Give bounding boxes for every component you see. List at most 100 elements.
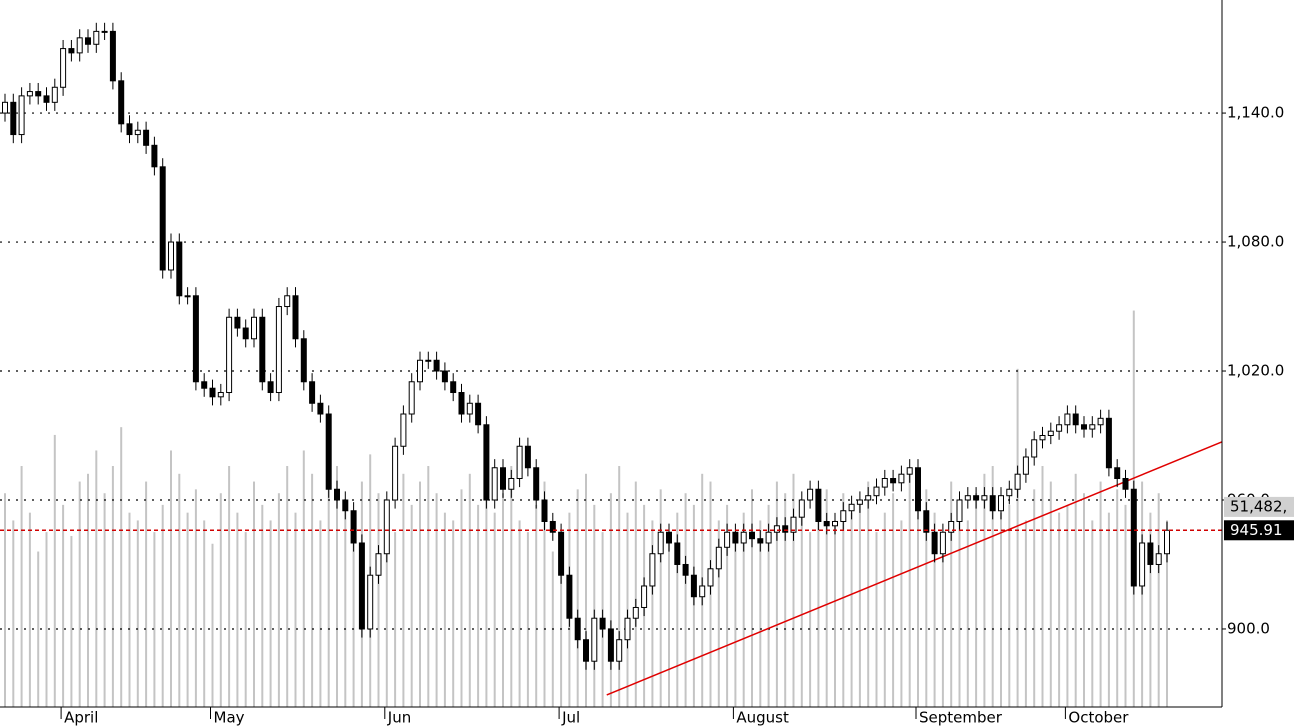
last-price-label: 945.91 <box>1230 521 1283 539</box>
candle-body <box>367 574 374 630</box>
candle-body <box>873 486 880 497</box>
volume-bar <box>659 489 662 707</box>
candle-body <box>1064 413 1071 426</box>
candle-body <box>1105 417 1112 469</box>
candle-body <box>267 381 274 394</box>
volume-bar <box>518 520 521 707</box>
candle-body <box>234 316 241 329</box>
volume-bar <box>593 504 596 707</box>
volume-bar <box>460 489 463 707</box>
volume-bar <box>352 532 355 707</box>
candle-body <box>450 381 457 394</box>
candle-body <box>151 144 158 168</box>
candle-body <box>217 392 224 398</box>
volume-bar <box>883 512 886 707</box>
volume-bar <box>1008 504 1011 707</box>
candle-body <box>558 531 565 576</box>
candle-body <box>699 585 706 598</box>
volume-bar <box>950 481 953 707</box>
candle-body <box>68 48 75 54</box>
candle-body <box>1006 488 1013 497</box>
candle-body <box>1022 456 1029 475</box>
volume-bar <box>775 481 778 707</box>
candle-body <box>226 316 233 394</box>
y-tick-label: 1,020.0 <box>1227 362 1284 380</box>
candle-body <box>126 123 133 136</box>
candle-body <box>375 553 382 576</box>
candle-body <box>1114 467 1121 479</box>
volume-bar <box>103 493 106 707</box>
volume-bar <box>717 520 720 707</box>
candle-body <box>549 520 556 533</box>
candle-body <box>848 503 855 512</box>
candle-body <box>1130 488 1137 587</box>
volume-bar <box>917 504 919 707</box>
volume-bar <box>900 520 903 707</box>
volume-bar <box>37 551 40 707</box>
candle-body <box>1147 542 1154 565</box>
volume-bar <box>1107 512 1110 707</box>
volume-bar <box>136 520 139 707</box>
candle-body <box>566 574 573 619</box>
volume-bar <box>651 520 654 707</box>
volume-bar <box>676 512 679 707</box>
volume-bar <box>825 489 828 707</box>
candle-body <box>1089 424 1096 430</box>
volume-bar <box>186 512 189 707</box>
volume-bar <box>377 493 380 707</box>
volume-bar <box>443 512 446 707</box>
candle-body <box>201 381 208 389</box>
volume-bar <box>792 473 795 707</box>
candle-body <box>616 639 623 662</box>
volume-bar <box>850 512 853 707</box>
candle-body <box>358 542 365 630</box>
candle-body <box>782 525 789 533</box>
candle-body <box>840 510 847 522</box>
volume-bar <box>45 532 48 707</box>
candle-body <box>607 628 614 662</box>
volume-bar <box>892 493 895 707</box>
candle-body <box>956 499 963 522</box>
candle-body <box>931 531 938 555</box>
volume-bar <box>319 520 322 707</box>
candle-body <box>865 495 872 501</box>
volume-bar <box>908 473 911 707</box>
candle-body <box>973 495 980 501</box>
volume-bar <box>203 520 206 707</box>
candle-body <box>1081 424 1087 430</box>
candle-body <box>790 516 797 533</box>
volume-bar <box>975 493 978 707</box>
candle-body <box>109 30 116 82</box>
candle-body <box>682 563 689 576</box>
volume-bar <box>526 532 529 707</box>
candle-body <box>724 531 731 548</box>
volume-bar <box>311 473 314 707</box>
candle-body <box>350 510 357 544</box>
candle-body <box>491 467 498 501</box>
candle-body <box>906 467 913 475</box>
candle-body <box>143 129 150 146</box>
candle-body <box>76 37 83 54</box>
volume-bar <box>228 466 231 707</box>
candle-body <box>342 499 349 512</box>
candle-body <box>624 617 631 641</box>
volume-bar <box>385 512 388 707</box>
candle-body <box>10 101 17 136</box>
candle-body <box>823 520 830 527</box>
candle-body <box>807 488 814 501</box>
volume-bar <box>468 473 471 707</box>
x-tick-label: May <box>214 709 245 727</box>
candle-body <box>334 488 340 501</box>
candle-body <box>1155 553 1162 565</box>
volume-bar <box>20 466 23 707</box>
volume-bar <box>684 493 687 707</box>
volume-bar <box>991 466 994 707</box>
volume-bar <box>402 473 405 707</box>
volume-bar <box>875 532 878 707</box>
volume-bar <box>1041 466 1044 707</box>
volume-bar <box>302 450 305 707</box>
candle-body <box>541 499 548 522</box>
volume-bar <box>427 466 430 707</box>
candle-body <box>1047 430 1054 437</box>
